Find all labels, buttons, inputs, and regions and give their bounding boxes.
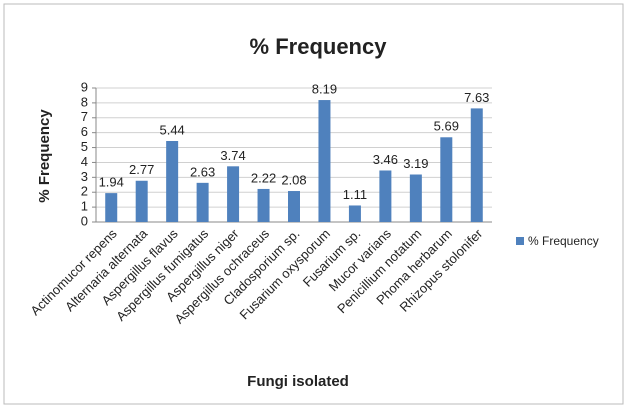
chart-border: [3, 3, 624, 405]
bar: [348, 205, 361, 222]
x-axis-title: Fungi isolated: [247, 373, 349, 390]
bar: [379, 170, 392, 222]
y-tick-label: 9: [81, 79, 88, 94]
y-tick-label: 5: [81, 139, 88, 154]
data-label: 8.19: [312, 81, 337, 96]
bar: [440, 137, 453, 222]
bar: [409, 174, 422, 222]
data-label: 2.77: [129, 162, 154, 177]
y-tick-label: 8: [81, 94, 88, 109]
chart-title: % Frequency: [250, 34, 388, 59]
bar: [257, 188, 270, 222]
data-label: 1.94: [99, 175, 124, 190]
legend-label: % Frequency: [528, 234, 599, 248]
data-label: 3.74: [220, 148, 245, 163]
y-tick-label: 7: [81, 109, 88, 124]
y-tick-label: 2: [81, 184, 88, 199]
y-tick-label: 0: [81, 213, 88, 228]
bar: [166, 141, 179, 222]
y-tick-label: 4: [81, 154, 88, 169]
bar: [135, 180, 148, 222]
y-tick-label: 1: [81, 199, 88, 214]
data-label: 2.63: [190, 164, 215, 179]
data-label: 7.63: [464, 90, 489, 105]
data-label: 1.11: [343, 187, 367, 202]
legend-swatch: [516, 237, 524, 245]
data-label: 3.19: [403, 156, 428, 171]
data-label: 3.46: [373, 152, 398, 167]
bar: [470, 108, 483, 222]
bar: [318, 100, 331, 222]
bar: [288, 191, 300, 222]
y-tick-label: 6: [81, 124, 88, 139]
y-axis-title: % Frequency: [36, 109, 53, 203]
bar: [227, 166, 240, 222]
bar: [105, 193, 118, 222]
data-label: 2.08: [281, 172, 306, 187]
y-tick-label: 3: [81, 169, 88, 184]
data-label: 2.22: [251, 170, 276, 185]
data-label: 5.44: [159, 122, 184, 137]
bar: [196, 182, 209, 222]
data-label: 5.69: [434, 119, 459, 134]
